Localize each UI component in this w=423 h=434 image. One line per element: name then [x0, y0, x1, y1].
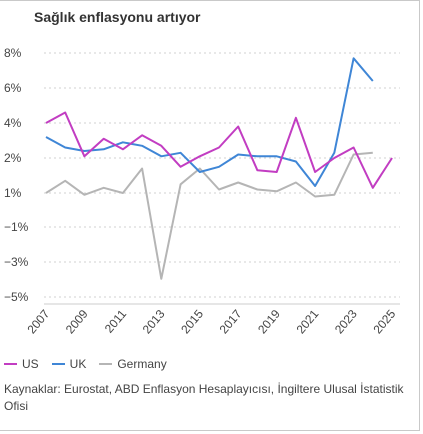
legend-item-us: US [4, 357, 39, 371]
x-tick-label: 2021 [294, 307, 322, 337]
x-tick-label: 2025 [370, 307, 398, 337]
series-line-germany [45, 151, 373, 280]
series-line-us [45, 111, 393, 189]
y-tick-label: 6% [4, 81, 22, 95]
legend-label-uk: UK [69, 357, 87, 371]
y-tick-label: 2% [4, 151, 22, 165]
legend-item-germany: Germany [99, 357, 167, 371]
y-tick-label: −3% [4, 255, 29, 269]
legend-swatch-uk [51, 363, 65, 365]
y-tick-label: −5% [4, 290, 29, 304]
x-tick-label: 2009 [63, 307, 91, 337]
legend-label-germany: Germany [117, 357, 167, 371]
line-chart: 8% 6% 4% 2% 1% −1% −3% −5% 2007 2009 2011 2013 2015 2… [4, 46, 400, 337]
legend-label-us: US [22, 357, 39, 371]
y-tick-label: 4% [4, 116, 22, 130]
series-line-uk [45, 57, 374, 187]
y-tick-label: −1% [4, 220, 29, 234]
x-tick-label: 2017 [217, 307, 245, 337]
legend: US UK Germany [4, 357, 180, 371]
legend-swatch-germany [99, 363, 113, 365]
legend-swatch-us [4, 363, 17, 365]
y-tick-label: 8% [4, 46, 22, 60]
legend-item-uk: UK [51, 357, 87, 371]
x-tick-label: 2011 [102, 307, 130, 336]
x-tick-label: 2013 [140, 307, 168, 337]
x-tick-label: 2023 [332, 307, 360, 337]
chart-title: Sağlık enflasyonu artıyor [34, 9, 201, 25]
x-tick-label: 2015 [178, 307, 206, 337]
x-tick-label: 2007 [24, 307, 52, 337]
x-tick-label: 2019 [255, 307, 283, 337]
source-note: Kaynaklar: Eurostat, ABD Enflasyon Hesap… [4, 382, 404, 413]
y-tick-label: 1% [4, 186, 22, 200]
